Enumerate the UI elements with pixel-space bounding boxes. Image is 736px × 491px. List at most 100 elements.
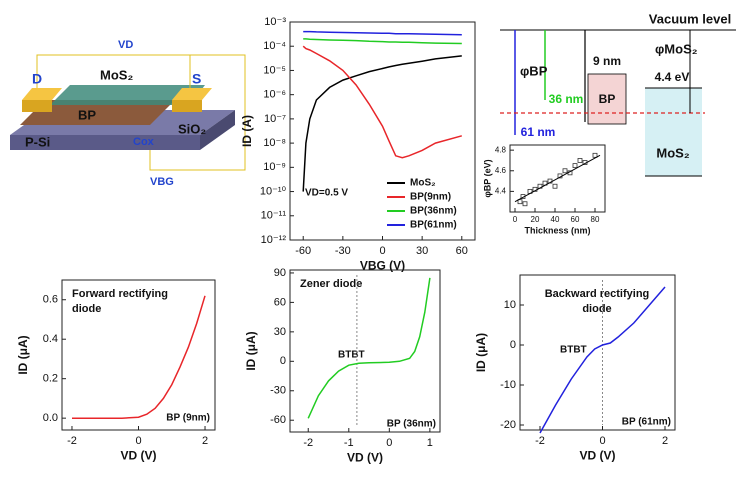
annotation: BP (36nm) bbox=[387, 419, 436, 430]
x-tick-label: 0 bbox=[599, 435, 605, 447]
label: φBP bbox=[520, 63, 548, 78]
bp-flake bbox=[20, 100, 175, 125]
point bbox=[552, 183, 558, 189]
x-axis-label: VD (V) bbox=[347, 451, 383, 465]
data-line bbox=[72, 295, 206, 419]
label: MoS₂ bbox=[656, 145, 689, 160]
pad-d-top bbox=[22, 88, 62, 100]
mos2-flake bbox=[50, 85, 205, 105]
trend-line bbox=[514, 154, 601, 203]
x-axis-label: VBG (V) bbox=[360, 259, 405, 273]
y-tick-label: 4.4 bbox=[495, 186, 507, 195]
point bbox=[592, 152, 598, 158]
label: S bbox=[192, 71, 201, 87]
annotation: BP (61nm) bbox=[622, 417, 671, 428]
label: MoS₂ bbox=[100, 67, 133, 82]
y-tick-label: 10⁻¹¹ bbox=[261, 210, 287, 222]
label: 9 nm bbox=[593, 54, 621, 68]
x-tick-label: 40 bbox=[551, 215, 560, 224]
chart-title: diode bbox=[582, 303, 611, 315]
x-axis-label: VD (V) bbox=[121, 449, 157, 463]
y-tick-label: 30 bbox=[274, 326, 286, 338]
x-tick-label: -60 bbox=[295, 245, 311, 257]
x-tick-label: 60 bbox=[571, 215, 580, 224]
point bbox=[577, 158, 583, 163]
data-line bbox=[302, 55, 462, 192]
label: VD bbox=[118, 39, 133, 51]
x-tick-label: -2 bbox=[67, 435, 77, 447]
y-tick-label: 60 bbox=[274, 296, 286, 308]
x-tick-label: 0 bbox=[386, 437, 392, 449]
x-tick-label: 2 bbox=[662, 435, 668, 447]
x-tick-label: -2 bbox=[535, 435, 545, 447]
y-axis-label: ID (μA) bbox=[244, 331, 258, 370]
point bbox=[517, 199, 523, 205]
y-tick-label: 0 bbox=[510, 339, 516, 351]
y-tick-label: -10 bbox=[500, 379, 516, 391]
label: VBG bbox=[150, 176, 174, 188]
plot-frame bbox=[509, 144, 606, 213]
legend-label: BP(36nm) bbox=[410, 206, 457, 217]
legend-label: BP(61nm) bbox=[410, 220, 457, 231]
y-tick-label: 0.6 bbox=[43, 294, 58, 306]
annotation: VD=0.5 V bbox=[305, 188, 348, 199]
mos2-band bbox=[645, 88, 702, 176]
substrate-side bbox=[200, 110, 235, 150]
y-tick-label: -60 bbox=[270, 414, 286, 426]
data-line bbox=[303, 38, 462, 45]
pad-s-top bbox=[172, 88, 212, 100]
y-tick-label: 0 bbox=[280, 355, 286, 367]
x-tick-label: 2 bbox=[202, 435, 208, 447]
y-axis-label: ID (μA) bbox=[16, 335, 30, 374]
y-tick-label: 10⁻¹⁰ bbox=[260, 185, 287, 197]
x-tick-label: -30 bbox=[335, 245, 351, 257]
label: 61 nm bbox=[521, 125, 556, 139]
label: Cox bbox=[133, 136, 155, 148]
x-tick-label: -1 bbox=[344, 437, 354, 449]
data-line bbox=[302, 45, 462, 159]
y-tick-label: 4.8 bbox=[495, 145, 507, 154]
device-schematic: VD D MoS₂ S BP SiO₂ P-Si Cox VBG bbox=[10, 39, 246, 188]
plot-frame bbox=[289, 269, 441, 433]
label: P-Si bbox=[25, 134, 50, 149]
band-diagram: Vacuum level φBP φMoS₂ 9 nm 36 nm 61 nm … bbox=[500, 11, 736, 177]
label: SiO₂ bbox=[178, 121, 206, 136]
plot-frame bbox=[519, 274, 676, 431]
y-tick-label: 10⁻⁸ bbox=[263, 137, 286, 149]
label: BP bbox=[78, 107, 96, 122]
y-tick-label: 10⁻⁹ bbox=[263, 161, 286, 173]
wire-vbg bbox=[149, 54, 246, 171]
y-tick-label: -30 bbox=[270, 385, 286, 397]
label: D bbox=[32, 71, 42, 87]
x-axis-label: Thickness (nm) bbox=[524, 226, 590, 236]
y-tick-label: 10⁻¹² bbox=[261, 234, 287, 246]
y-tick-label: -20 bbox=[500, 419, 516, 431]
x-tick-label: 0 bbox=[513, 215, 518, 224]
x-tick-label: 60 bbox=[456, 245, 468, 257]
chart-title: diode bbox=[72, 303, 101, 315]
x-tick-label: 20 bbox=[531, 215, 540, 224]
point bbox=[572, 163, 578, 169]
pad-s bbox=[172, 100, 202, 112]
x-tick-label: 0 bbox=[135, 435, 141, 447]
y-axis-label: φBP (eV) bbox=[482, 159, 492, 197]
data-line bbox=[303, 30, 462, 36]
x-tick-label: 1 bbox=[427, 437, 433, 449]
label: BP bbox=[599, 92, 616, 106]
y-tick-label: 10⁻⁵ bbox=[263, 64, 286, 76]
y-axis-label: ID (A) bbox=[240, 115, 254, 147]
y-axis-label: ID (μA) bbox=[474, 333, 488, 372]
substrate-front bbox=[10, 135, 200, 150]
x-tick-label: 0 bbox=[379, 245, 385, 257]
wire-vd bbox=[36, 54, 191, 88]
chart-title: Zener diode bbox=[300, 278, 362, 290]
point bbox=[562, 168, 568, 174]
y-tick-label: 90 bbox=[274, 267, 286, 279]
y-tick-label: 10 bbox=[504, 299, 516, 311]
chart-title: Forward rectifying bbox=[72, 288, 168, 300]
annotation: BTBT bbox=[560, 345, 587, 356]
x-tick-label: 30 bbox=[416, 245, 428, 257]
x-tick-label: -2 bbox=[303, 437, 313, 449]
label: φMoS₂ bbox=[655, 41, 698, 56]
